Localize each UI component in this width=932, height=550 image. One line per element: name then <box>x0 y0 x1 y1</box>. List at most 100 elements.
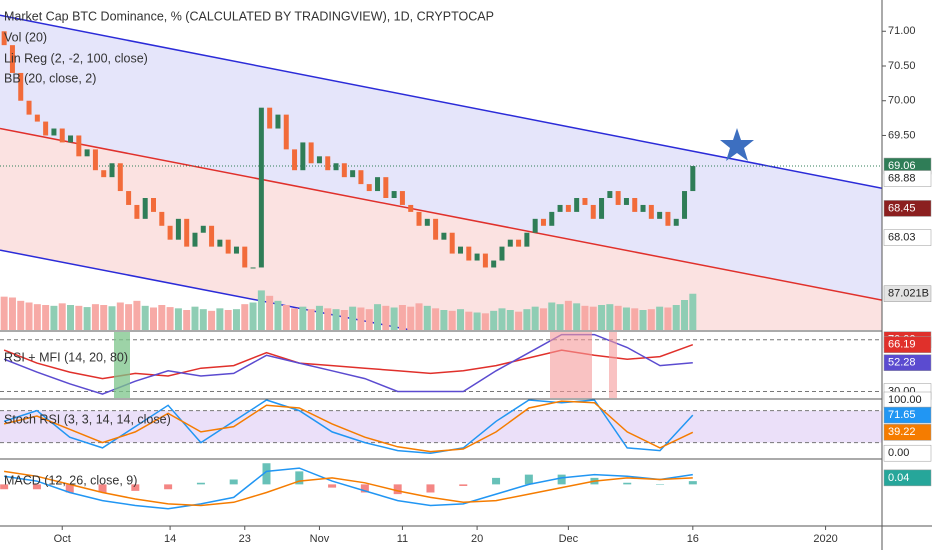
volume-bar <box>299 306 307 330</box>
candle <box>192 232 198 247</box>
level-label-box <box>883 444 932 462</box>
candle <box>590 204 596 219</box>
volume-bar <box>664 307 672 330</box>
price-label-box <box>883 200 932 217</box>
volume-bar <box>33 304 41 330</box>
volume-bar <box>564 300 572 330</box>
volume-bar <box>581 305 589 330</box>
candle <box>109 163 115 178</box>
star-drawing <box>720 128 754 161</box>
indicator-value-label: 71.65 <box>888 409 916 421</box>
candle <box>51 128 57 136</box>
candle <box>482 253 488 268</box>
candle <box>682 191 688 219</box>
candle <box>449 232 455 254</box>
volume-bar <box>232 309 240 330</box>
candle <box>532 218 538 233</box>
volume-bar <box>141 305 149 330</box>
volume-bar <box>83 307 91 330</box>
candle <box>209 225 215 247</box>
volume-bar <box>91 304 99 330</box>
panel-title: RSI + MFI (14, 20, 80) <box>4 350 128 364</box>
candle <box>217 239 223 247</box>
volume-bar <box>498 308 506 330</box>
candle <box>648 204 654 219</box>
volume-bar <box>208 310 216 330</box>
histogram-bar <box>65 484 74 493</box>
candle <box>92 149 98 171</box>
volume-bar <box>199 309 207 330</box>
volume-bar <box>282 305 290 330</box>
histogram-bar <box>656 484 665 485</box>
candle <box>300 142 306 171</box>
volume-bar <box>672 305 680 330</box>
candle <box>84 149 90 157</box>
volume-bar <box>332 309 340 330</box>
lin-reg-line <box>0 14 882 190</box>
histogram-bar <box>0 484 9 490</box>
candle <box>582 198 588 205</box>
volume-bar <box>365 309 373 330</box>
candle <box>557 204 563 212</box>
candle <box>375 177 381 192</box>
level-label: 100.00 <box>888 394 922 406</box>
candle <box>632 198 638 212</box>
candle <box>507 239 513 247</box>
candle <box>399 191 405 205</box>
candle <box>466 246 472 261</box>
candle <box>175 218 181 240</box>
volume-bar <box>490 310 498 330</box>
candle <box>424 218 430 226</box>
volume-bar <box>340 310 348 330</box>
volume-bar <box>67 305 75 330</box>
indicator-legend: Lin Reg (2, -2, 100, close) <box>4 51 148 65</box>
volume-bar <box>440 310 448 330</box>
volume-bar <box>515 311 523 330</box>
x-tick-label: 23 <box>239 533 251 545</box>
volume-bar <box>382 305 390 330</box>
volume-bar <box>622 307 630 330</box>
x-tick-label: 20 <box>471 533 483 545</box>
candle <box>292 149 298 171</box>
volume-bar <box>407 306 415 330</box>
indicator-legend: BB (20, close, 2) <box>4 71 96 85</box>
indicator-value-label-box <box>883 336 932 353</box>
candle <box>1 31 7 46</box>
volume-bar <box>58 303 66 330</box>
volume-bar <box>556 304 564 330</box>
volume-bar <box>465 311 473 330</box>
x-tick-label: Nov <box>310 533 330 545</box>
volume-bar <box>174 308 182 330</box>
candle <box>383 177 389 198</box>
price-label: 68.88 <box>888 172 916 184</box>
price-label: 68.03 <box>888 232 916 244</box>
candle <box>101 170 107 178</box>
volume-bar <box>681 300 689 330</box>
candle <box>391 191 397 198</box>
candle <box>665 211 671 226</box>
volume-bar <box>506 310 514 330</box>
candle <box>474 253 480 261</box>
candle <box>499 246 505 261</box>
candle <box>366 184 372 192</box>
rsi-highlight <box>550 332 592 398</box>
rsi-highlight <box>609 332 617 398</box>
volume-bar <box>398 305 406 330</box>
candle <box>159 211 165 226</box>
candle <box>167 225 173 240</box>
candle <box>76 135 82 157</box>
candle <box>283 114 289 150</box>
price-label-box <box>883 170 932 187</box>
candle <box>607 191 613 198</box>
volume-bar <box>0 296 8 330</box>
volume-bar <box>158 305 166 330</box>
volume-bar <box>647 309 655 330</box>
volume-bar <box>166 307 174 330</box>
x-tick-label: Dec <box>559 533 579 545</box>
candle <box>615 191 621 205</box>
x-tick-label: 2020 <box>813 533 837 545</box>
candle <box>242 246 248 268</box>
candle <box>134 204 140 219</box>
